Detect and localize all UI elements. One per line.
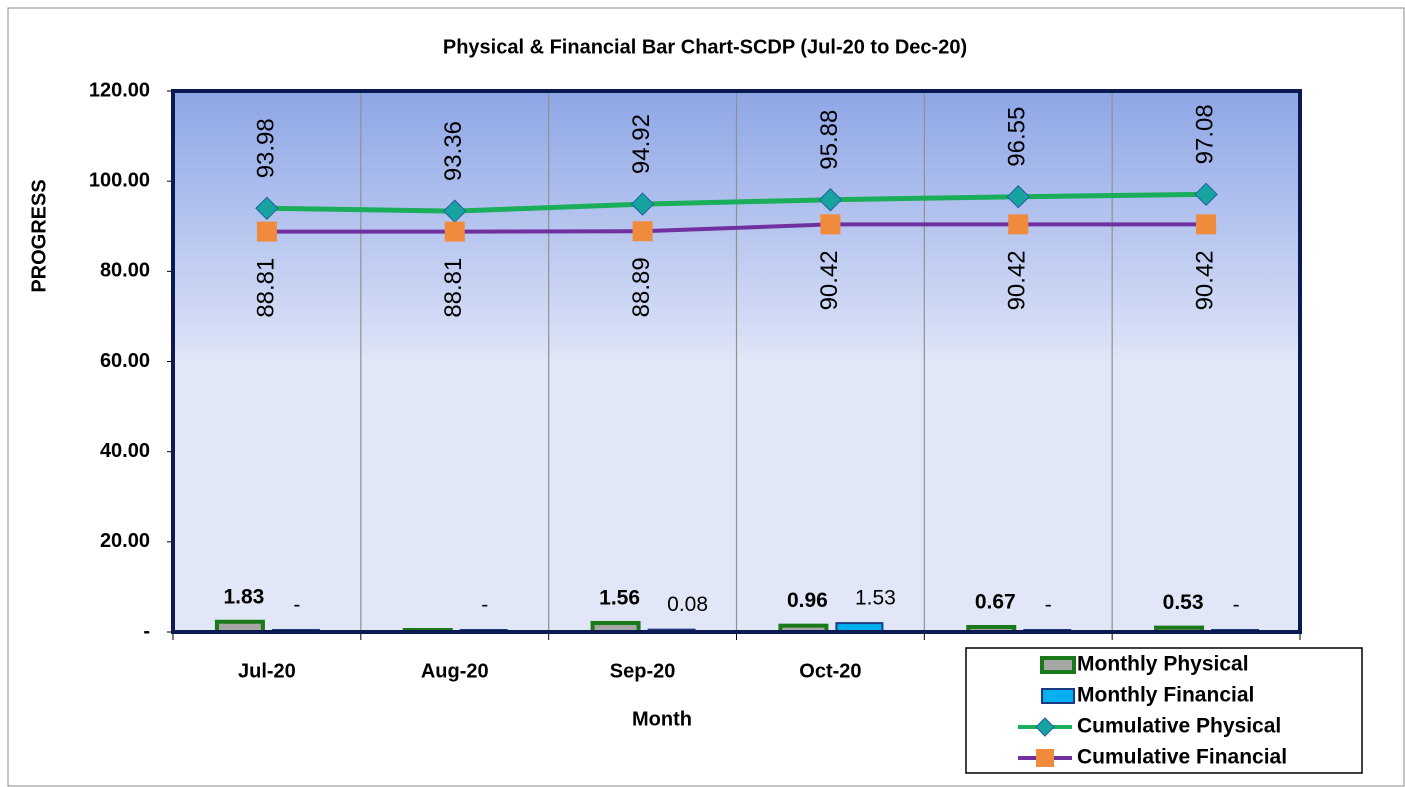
legend-swatch (1041, 688, 1075, 704)
y-tick-label: 40.00 (100, 440, 150, 462)
plot-border (171, 89, 1302, 634)
marker (255, 196, 279, 221)
data-label: - (293, 594, 300, 617)
y-axis-label: PROGRESS (28, 179, 50, 292)
x-axis-label: Month (632, 708, 692, 730)
data-label: 0.67 (975, 591, 1016, 614)
legend-label: Cumulative Financial (1077, 746, 1287, 769)
x-tick-label: Jul-20 (238, 660, 296, 682)
x-tick-label: Aug-20 (421, 660, 489, 682)
legend-entries: Monthly Physical Monthly Financial Cumulat… (1018, 653, 1287, 769)
marker (818, 188, 843, 212)
line (266, 222, 1207, 234)
legend (965, 647, 1363, 774)
data-label: 90.42 (1004, 250, 1031, 310)
data-label: 90.42 (1191, 250, 1218, 310)
x-tick-label: Sep-20 (610, 660, 676, 682)
data-label: 95.88 (816, 110, 843, 170)
marker (256, 221, 277, 242)
marker (1194, 182, 1218, 207)
data-label: - (481, 594, 488, 617)
legend-label: Monthly Physical (1077, 653, 1249, 676)
marker (632, 221, 653, 242)
data-label: 97.08 (1191, 104, 1218, 164)
data-label: - (1045, 594, 1052, 617)
data-label: 88.89 (628, 257, 655, 317)
legend-marker (1036, 749, 1054, 767)
legend-label: Monthly Financial (1077, 684, 1254, 707)
y-tick-label: - (143, 620, 150, 642)
data-label: 0.08 (667, 593, 708, 616)
line (266, 191, 1207, 214)
y-tick-label: 80.00 (100, 260, 150, 282)
y-tick-label: 100.00 (89, 169, 150, 191)
data-label: 1.53 (855, 587, 896, 610)
marks: - 20.00 40.00 60.00 80.00 100.00 120.00 Jul-20 A… (89, 79, 1302, 682)
data-label: 93.98 (252, 118, 279, 178)
data-label: - (1233, 594, 1240, 617)
data-label: 88.81 (252, 258, 279, 318)
legend-label: Cumulative Physical (1077, 715, 1281, 738)
y-tick-label: 120.00 (89, 79, 150, 101)
data-label: 90.42 (816, 250, 843, 310)
legend-marker (1035, 717, 1055, 737)
x-tick-label: Oct-20 (799, 660, 861, 682)
data-label: 94.92 (628, 114, 655, 174)
chart-title: Physical & Financial Bar Chart-SCDP (Jul… (443, 36, 967, 58)
marker (820, 214, 841, 235)
marker (1006, 185, 1030, 209)
y-tick-label: 60.00 (100, 350, 150, 372)
data-label: 96.55 (1004, 107, 1031, 167)
data-label: 0.96 (787, 589, 828, 612)
data-label: 93.36 (440, 121, 467, 181)
data-label: 1.83 (223, 585, 264, 608)
marker (1008, 214, 1029, 235)
data-label: 1.56 (599, 587, 640, 610)
y-tick-label: 20.00 (100, 530, 150, 552)
marker (630, 192, 655, 216)
data-label: 0.53 (1163, 591, 1204, 614)
marker (444, 221, 465, 242)
data-label: 88.81 (440, 258, 467, 318)
marker (1196, 214, 1217, 235)
legend-swatch (1040, 656, 1076, 674)
